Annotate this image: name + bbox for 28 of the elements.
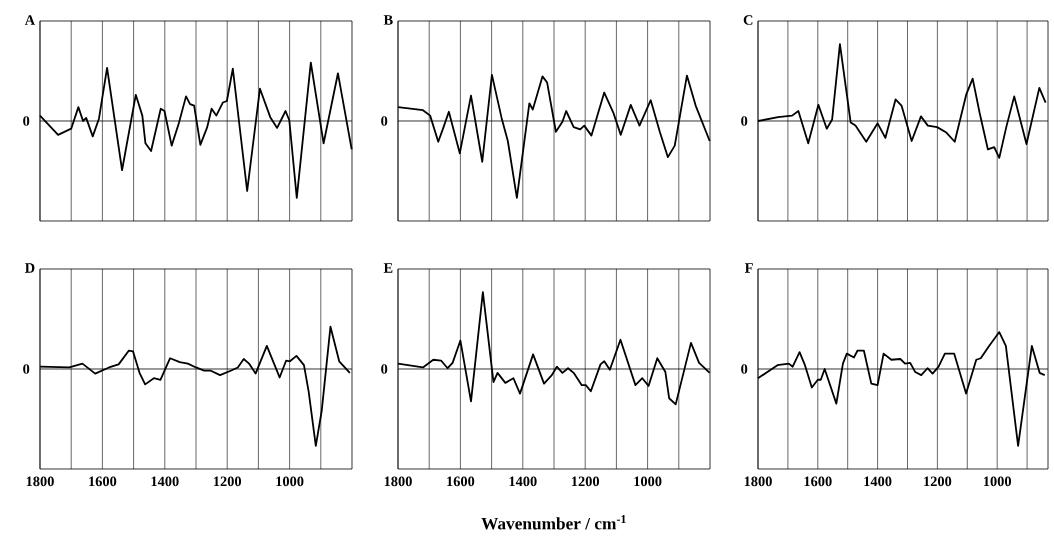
text: 0 — [23, 116, 30, 126]
x-tick-label: 1000 — [634, 476, 662, 487]
x-tick-label: 1600 — [89, 476, 117, 487]
x-tick-label: 1400 — [864, 476, 892, 487]
x-tick-label: 1400 — [509, 476, 537, 487]
x-tick-label: 1800 — [744, 476, 772, 487]
text: 0 — [741, 116, 748, 126]
x-tick-label: 1600 — [447, 476, 475, 487]
chart-title: B — [383, 15, 393, 25]
x-tick-label: 1400 — [151, 476, 179, 487]
x-tick-label: 1800 — [384, 476, 412, 487]
text: 0 — [381, 116, 388, 126]
x-tick-label: 1800 — [26, 476, 54, 487]
x-tick-label: 1000 — [983, 476, 1012, 487]
x-tick-label: 1200 — [924, 476, 952, 487]
text: 0 — [741, 364, 748, 374]
x-tick-label: 1600 — [804, 476, 832, 487]
chart-title: E — [383, 263, 393, 273]
x-tick-label: 1200 — [213, 476, 242, 487]
chart-title: D — [24, 263, 35, 273]
chart-title: A — [24, 15, 36, 25]
x-axis-title: Wavenumber / cm$^{-1}$ — [481, 515, 626, 530]
x-tick-label: 1200 — [571, 476, 600, 487]
x-tick-label: 1000 — [276, 476, 304, 487]
chart-title: F — [744, 263, 753, 273]
text: 0 — [23, 364, 30, 374]
text: 0 — [381, 364, 388, 374]
chart-title: C — [743, 15, 753, 25]
